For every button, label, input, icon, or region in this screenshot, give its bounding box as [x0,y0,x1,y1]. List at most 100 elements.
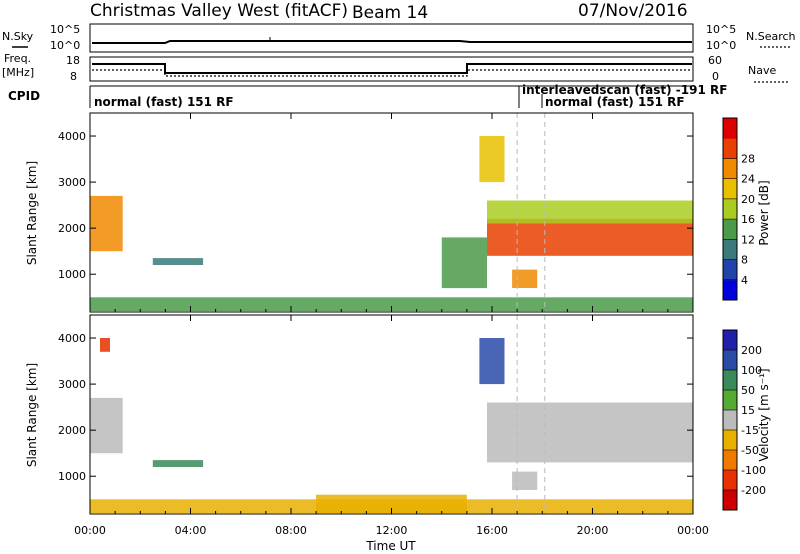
y-tick-label: 1000 [58,470,86,483]
nsky-tick-bottom: 10^0 [50,39,80,52]
velocity-scatter-region [479,338,505,385]
nsky-trace [92,40,692,44]
freq-tick-bottom: 8 [70,70,77,83]
velocity-scatter-region [487,402,693,463]
nsearch-tick-bottom: 10^0 [706,39,736,52]
freq-label: Freq. [4,52,31,65]
nsky-tick-top: 10^5 [50,23,80,36]
colorbar-tick-label: 15 [741,404,755,417]
ylabel-power: Slant Range [km] [25,161,39,265]
colorbar-swatch [723,410,737,431]
colorbar-tick-label: 8 [741,254,748,267]
x-tick-label: 04:00 [175,524,207,537]
colorbar-swatch [723,279,737,301]
colorbar-swatch [723,430,737,451]
ylabel-velocity: Slant Range [km] [25,363,39,467]
x-tick-label: 12:00 [376,524,408,537]
colorbar-tick-label: 4 [741,274,748,287]
y-tick-label: 1000 [58,268,86,281]
cpid-label: CPID [8,89,40,103]
x-tick-label: 00:00 [677,524,709,537]
nsearch-tick-top: 10^5 [706,23,736,36]
x-tick-label: 00:00 [74,524,106,537]
power-scatter-region [479,136,505,183]
colorbar-swatch [723,158,737,180]
colorbar-swatch [723,198,737,220]
colorbar-swatch [723,178,737,200]
power-scatter-region [487,200,693,224]
power-scatter-region [487,218,693,256]
colorbar-tick-label: -50 [741,444,759,457]
y-tick-label: 3000 [58,176,86,189]
station-title: Christmas Valley West (fitACF) [90,1,348,21]
colorbar-tick-label: -15 [741,424,759,437]
nsearch-label: N.Search [746,30,796,43]
colorbar-swatch [723,138,737,159]
colorbar-tick-label: 12 [741,233,755,246]
nsky-panel [89,23,694,53]
colorbar-swatch [723,390,737,411]
beam-label: Beam 14 [352,3,428,23]
velocity-scatter-region [152,460,204,467]
freq-tick-top: 18 [66,54,80,67]
nsky-label: N.Sky [2,30,34,43]
velocity-scatter-region [100,338,110,352]
xlabel: Time UT [365,539,416,553]
y-tick-label: 3000 [58,378,86,391]
colorbar-swatch [723,490,737,511]
nave-label: Nave [748,64,776,77]
x-tick-label: 08:00 [275,524,307,537]
velocity-scatter-region [90,397,123,454]
y-tick-label: 4000 [58,332,86,345]
colorbar-tick-label: -100 [741,464,766,477]
colorbar-swatch [723,470,737,491]
x-tick-label: 16:00 [476,524,508,537]
colorbar-swatch [723,450,737,471]
power-scatter-region [512,269,538,288]
power-colorbar-label: Power [dB] [757,180,771,245]
colorbar-tick-label: 20 [741,193,755,206]
colorbar-tick-label: 16 [741,213,755,226]
colorbar-swatch [723,350,737,371]
date-label: 07/Nov/2016 [578,1,688,21]
power-scatter-region [152,258,204,265]
velocity-panel: 1000 2000 3000 4000 00:00 04:00 08:00 12:00 16:0… [58,314,709,537]
colorbar-swatch [723,259,737,281]
colorbar-tick-label: -200 [741,484,766,497]
power-panel: 1000 2000 3000 4000 [58,112,694,313]
colorbar-swatch [723,219,737,240]
nave-trace [92,69,692,77]
colorbar-swatch [723,330,737,351]
nave-tick-bottom: 0 [712,70,719,83]
colorbar-tick-label: 50 [741,384,755,397]
cpid-segment-1: normal (fast) 151 RF [94,95,234,109]
freq-panel [89,56,694,82]
nave-tick-top: 60 [708,54,722,67]
colorbar-frame [722,329,738,511]
velocity-scatter-region [316,494,467,514]
freq-unit-label: [MHz] [2,66,34,79]
colorbar-tick-label: 200 [741,344,762,357]
power-colorbar: 4 8 12 16 20 24 28 [722,117,755,301]
colorbar-swatch [723,370,737,391]
cpid-segment-2: interleavedscan (fast) -191 RF [522,83,727,97]
velocity-colorbar: 200 100 50 15 -15 -50 -100 -200 [722,329,766,511]
freq-trace [92,63,692,74]
power-scatter-region [90,297,693,312]
x-tick-label: 20:00 [577,524,609,537]
colorbar-tick-label: 100 [741,364,762,377]
y-tick-label: 2000 [58,222,86,235]
colorbar-tick-label: 24 [741,173,755,186]
colorbar-frame [722,117,738,301]
power-scatter-region [441,237,487,289]
velocity-colorbar-label: Velocity [m s⁻¹] [757,368,771,461]
cpid-segment-3: normal (fast) 151 RF [545,95,685,109]
colorbar-swatch [723,239,737,260]
colorbar-swatch [723,118,737,139]
power-scatter-region [90,195,123,252]
colorbar-tick-label: 28 [741,152,755,165]
velocity-scatter-region [512,471,538,490]
y-tick-label: 2000 [58,424,86,437]
y-tick-label: 4000 [58,130,86,143]
